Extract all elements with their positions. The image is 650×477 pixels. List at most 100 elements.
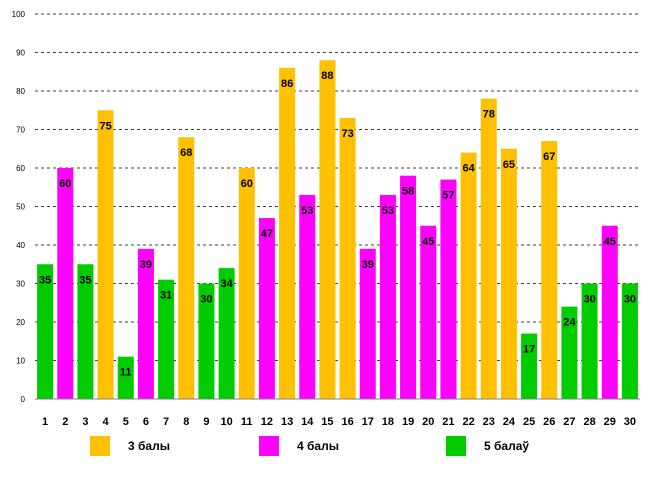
bar-23 bbox=[480, 98, 497, 399]
y-tick-label: 0 bbox=[21, 395, 26, 404]
x-tick-label: 30 bbox=[624, 416, 636, 428]
bar-16 bbox=[339, 117, 356, 399]
y-tick-label: 30 bbox=[16, 280, 25, 289]
x-tick-label: 11 bbox=[241, 416, 253, 428]
legend-item-3-baly: 3 балы bbox=[90, 434, 170, 458]
data-label-19: 58 bbox=[402, 186, 414, 198]
bar-25 bbox=[521, 333, 538, 399]
data-label-14: 53 bbox=[301, 205, 313, 217]
x-tick-label: 20 bbox=[422, 416, 434, 428]
data-label-16: 73 bbox=[341, 128, 353, 140]
bar-4 bbox=[97, 110, 114, 399]
x-tick-label: 14 bbox=[301, 416, 314, 428]
x-tick-label: 17 bbox=[362, 416, 374, 428]
bar-22 bbox=[460, 152, 477, 399]
bar-29 bbox=[601, 225, 618, 399]
bar-21 bbox=[440, 179, 457, 399]
y-tick-label: 40 bbox=[16, 241, 25, 250]
y-tick-label: 80 bbox=[16, 87, 25, 96]
bars: 35 60 35 75 11 39 31 68 30 34 60 47 86 53 88 73 39 53 58 45… bbox=[37, 60, 638, 400]
x-tick-label: 25 bbox=[523, 416, 535, 428]
data-label-18: 53 bbox=[382, 205, 394, 217]
bar-26 bbox=[541, 141, 558, 400]
y-tick-label: 10 bbox=[16, 357, 25, 366]
data-label-15: 88 bbox=[321, 70, 333, 82]
bar-10 bbox=[218, 268, 235, 399]
bar-9 bbox=[198, 283, 215, 399]
gridlines bbox=[35, 13, 640, 361]
y-tick-label: 20 bbox=[16, 318, 25, 327]
data-label-21: 57 bbox=[442, 190, 454, 202]
bar-28 bbox=[581, 283, 598, 399]
x-tick-label: 2 bbox=[62, 416, 68, 428]
data-label-13: 86 bbox=[281, 78, 293, 90]
y-tick-label: 90 bbox=[16, 49, 25, 58]
data-label-23: 78 bbox=[483, 109, 495, 121]
bar-5 bbox=[117, 356, 134, 399]
x-tick-label: 15 bbox=[321, 416, 333, 428]
x-tick-label: 1 bbox=[42, 416, 48, 428]
x-tick-label: 6 bbox=[143, 416, 149, 428]
y-tick-label: 70 bbox=[16, 126, 25, 135]
x-tick-label: 16 bbox=[341, 416, 353, 428]
bar-24 bbox=[500, 148, 517, 399]
y-tick-label: 60 bbox=[16, 164, 25, 173]
data-label-22: 64 bbox=[462, 163, 475, 175]
x-tick-label: 23 bbox=[483, 416, 495, 428]
data-label-29: 45 bbox=[604, 236, 616, 248]
x-tick-label: 12 bbox=[261, 416, 273, 428]
x-tick-label: 22 bbox=[462, 416, 474, 428]
legend-swatch-4-baly bbox=[259, 436, 279, 456]
data-label-11: 60 bbox=[241, 178, 253, 190]
x-tick-label: 9 bbox=[203, 416, 209, 428]
data-label-9: 30 bbox=[200, 294, 212, 306]
bar-8 bbox=[178, 137, 195, 399]
x-tick-label: 27 bbox=[563, 416, 575, 428]
data-label-25: 17 bbox=[523, 344, 535, 356]
data-label-7: 31 bbox=[160, 290, 172, 302]
data-label-27: 24 bbox=[563, 317, 576, 329]
bar-14 bbox=[299, 194, 316, 399]
data-label-28: 30 bbox=[583, 294, 595, 306]
data-label-20: 45 bbox=[422, 236, 434, 248]
x-tick-label: 8 bbox=[183, 416, 189, 428]
bar-20 bbox=[420, 225, 437, 399]
data-label-5: 11 bbox=[120, 367, 132, 379]
x-tick-label: 24 bbox=[503, 416, 516, 428]
x-tick-label: 29 bbox=[604, 416, 616, 428]
bar-3 bbox=[77, 264, 94, 399]
bar-13 bbox=[279, 67, 296, 400]
x-tick-label: 7 bbox=[163, 416, 169, 428]
bar-19 bbox=[400, 175, 417, 399]
data-label-24: 65 bbox=[503, 159, 515, 171]
legend-label-3-baly: 3 балы bbox=[128, 439, 170, 453]
bar-17 bbox=[359, 248, 376, 399]
x-tick-label: 28 bbox=[583, 416, 595, 428]
bar-11 bbox=[238, 168, 255, 399]
x-tick-label: 10 bbox=[220, 416, 232, 428]
x-tick-label: 18 bbox=[382, 416, 394, 428]
bar-2 bbox=[57, 168, 74, 399]
data-label-10: 34 bbox=[220, 278, 233, 290]
x-tick-label: 19 bbox=[402, 416, 414, 428]
data-label-2: 60 bbox=[59, 178, 71, 190]
data-label-30: 30 bbox=[624, 294, 636, 306]
bar-12 bbox=[258, 218, 275, 399]
x-tick-label: 4 bbox=[103, 416, 110, 428]
data-label-4: 75 bbox=[99, 120, 111, 132]
bar-18 bbox=[379, 194, 396, 399]
y-tick-label: 50 bbox=[16, 203, 25, 212]
legend-item-5-balau: 5 балаў bbox=[446, 434, 529, 458]
data-label-26: 67 bbox=[543, 151, 555, 163]
bar-6 bbox=[137, 248, 154, 399]
data-label-17: 39 bbox=[362, 259, 374, 271]
bar-1 bbox=[37, 264, 54, 399]
legend-label-4-baly: 4 балы bbox=[297, 439, 339, 453]
legend-swatch-5-balau bbox=[446, 436, 466, 456]
legend-item-4-baly: 4 балы bbox=[259, 434, 339, 458]
bar-30 bbox=[621, 283, 638, 399]
x-tick-label: 26 bbox=[543, 416, 555, 428]
x-tick-label: 3 bbox=[82, 416, 88, 428]
data-label-8: 68 bbox=[180, 147, 192, 159]
